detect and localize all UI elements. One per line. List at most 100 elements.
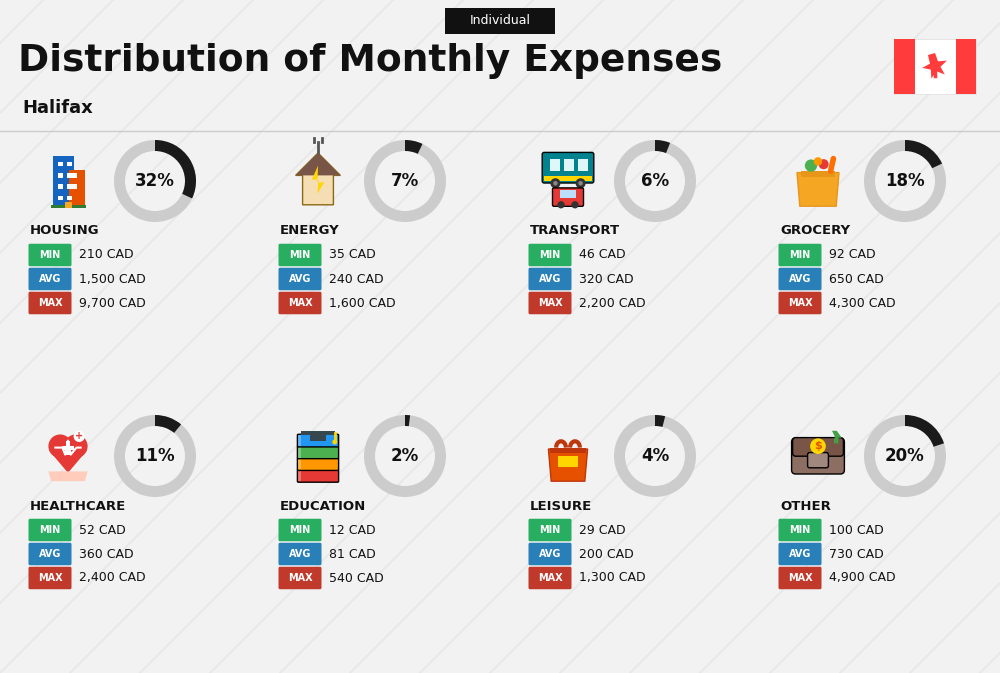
FancyBboxPatch shape bbox=[778, 268, 822, 290]
FancyBboxPatch shape bbox=[808, 453, 828, 468]
FancyBboxPatch shape bbox=[528, 519, 572, 541]
Bar bbox=[67, 196, 72, 200]
FancyBboxPatch shape bbox=[297, 458, 339, 470]
Text: EDUCATION: EDUCATION bbox=[280, 499, 366, 513]
Text: 210 CAD: 210 CAD bbox=[79, 248, 134, 262]
FancyBboxPatch shape bbox=[297, 446, 339, 459]
Text: Individual: Individual bbox=[470, 15, 530, 28]
FancyBboxPatch shape bbox=[28, 244, 72, 267]
Text: MAX: MAX bbox=[288, 298, 312, 308]
Wedge shape bbox=[655, 415, 665, 427]
Bar bbox=[298, 447, 301, 458]
FancyBboxPatch shape bbox=[528, 542, 572, 565]
Bar bbox=[67, 184, 72, 189]
Wedge shape bbox=[905, 140, 942, 168]
Text: 4%: 4% bbox=[641, 447, 669, 465]
Bar bbox=[67, 162, 72, 166]
Text: 29 CAD: 29 CAD bbox=[579, 524, 626, 536]
Bar bbox=[58, 196, 63, 200]
Wedge shape bbox=[655, 140, 670, 153]
Text: MAX: MAX bbox=[38, 573, 62, 583]
FancyBboxPatch shape bbox=[542, 152, 594, 183]
Circle shape bbox=[810, 438, 826, 454]
Text: TRANSPORT: TRANSPORT bbox=[530, 225, 620, 238]
Wedge shape bbox=[614, 140, 696, 222]
Text: 730 CAD: 730 CAD bbox=[829, 548, 884, 561]
Text: MAX: MAX bbox=[538, 298, 562, 308]
Text: 4,900 CAD: 4,900 CAD bbox=[829, 571, 896, 584]
Polygon shape bbox=[48, 471, 88, 481]
Bar bbox=[550, 448, 586, 453]
Text: Distribution of Monthly Expenses: Distribution of Monthly Expenses bbox=[18, 43, 722, 79]
Bar bbox=[69, 170, 85, 206]
Polygon shape bbox=[296, 153, 340, 176]
Wedge shape bbox=[905, 415, 944, 447]
Text: 1,300 CAD: 1,300 CAD bbox=[579, 571, 646, 584]
Circle shape bbox=[48, 435, 72, 458]
Text: 52 CAD: 52 CAD bbox=[79, 524, 126, 536]
FancyBboxPatch shape bbox=[528, 567, 572, 590]
Text: 540 CAD: 540 CAD bbox=[329, 571, 384, 584]
Polygon shape bbox=[832, 431, 842, 444]
Text: 32%: 32% bbox=[135, 172, 175, 190]
FancyBboxPatch shape bbox=[778, 519, 822, 541]
Text: LEISURE: LEISURE bbox=[530, 499, 592, 513]
FancyBboxPatch shape bbox=[297, 470, 339, 482]
Text: OTHER: OTHER bbox=[780, 499, 831, 513]
Text: AVG: AVG bbox=[539, 274, 561, 284]
Text: 18%: 18% bbox=[885, 172, 925, 190]
Text: MIN: MIN bbox=[539, 250, 561, 260]
Text: AVG: AVG bbox=[289, 274, 311, 284]
FancyBboxPatch shape bbox=[778, 567, 822, 590]
Text: 46 CAD: 46 CAD bbox=[579, 248, 626, 262]
Bar bbox=[58, 173, 63, 178]
Circle shape bbox=[64, 435, 88, 458]
Text: +: + bbox=[75, 431, 83, 441]
Text: 100 CAD: 100 CAD bbox=[829, 524, 884, 536]
Text: AVG: AVG bbox=[539, 549, 561, 559]
Text: 200 CAD: 200 CAD bbox=[579, 548, 634, 561]
Text: MAX: MAX bbox=[288, 573, 312, 583]
Text: MIN: MIN bbox=[39, 525, 61, 535]
Text: MAX: MAX bbox=[788, 573, 812, 583]
Text: 2,400 CAD: 2,400 CAD bbox=[79, 571, 146, 584]
Bar bbox=[298, 470, 301, 481]
FancyBboxPatch shape bbox=[528, 268, 572, 290]
Bar bbox=[62, 446, 74, 450]
Wedge shape bbox=[864, 415, 946, 497]
FancyBboxPatch shape bbox=[278, 244, 322, 267]
Wedge shape bbox=[614, 415, 696, 497]
Bar bbox=[564, 159, 574, 171]
FancyBboxPatch shape bbox=[793, 437, 843, 456]
Circle shape bbox=[578, 181, 583, 186]
Text: 9,700 CAD: 9,700 CAD bbox=[79, 297, 146, 310]
Text: 92 CAD: 92 CAD bbox=[829, 248, 876, 262]
FancyBboxPatch shape bbox=[278, 542, 322, 565]
FancyBboxPatch shape bbox=[297, 434, 339, 447]
Text: 320 CAD: 320 CAD bbox=[579, 273, 634, 285]
Bar bbox=[298, 435, 301, 446]
Polygon shape bbox=[301, 431, 335, 435]
FancyBboxPatch shape bbox=[792, 438, 844, 474]
Wedge shape bbox=[405, 415, 410, 426]
FancyBboxPatch shape bbox=[28, 268, 72, 290]
Text: MIN: MIN bbox=[39, 250, 61, 260]
Text: $: $ bbox=[814, 441, 822, 451]
Wedge shape bbox=[405, 140, 422, 154]
Bar bbox=[51, 205, 86, 207]
Text: AVG: AVG bbox=[789, 274, 811, 284]
Bar bbox=[53, 156, 74, 206]
Circle shape bbox=[332, 439, 337, 445]
FancyBboxPatch shape bbox=[278, 292, 322, 314]
FancyBboxPatch shape bbox=[778, 542, 822, 565]
FancyBboxPatch shape bbox=[445, 8, 555, 34]
Text: 2,200 CAD: 2,200 CAD bbox=[579, 297, 646, 310]
FancyBboxPatch shape bbox=[28, 292, 72, 314]
Bar bbox=[67, 173, 72, 178]
Circle shape bbox=[553, 181, 558, 186]
Bar bbox=[72, 184, 77, 189]
Bar bbox=[550, 159, 560, 171]
FancyBboxPatch shape bbox=[28, 542, 72, 565]
Text: 650 CAD: 650 CAD bbox=[829, 273, 884, 285]
Wedge shape bbox=[364, 140, 446, 222]
